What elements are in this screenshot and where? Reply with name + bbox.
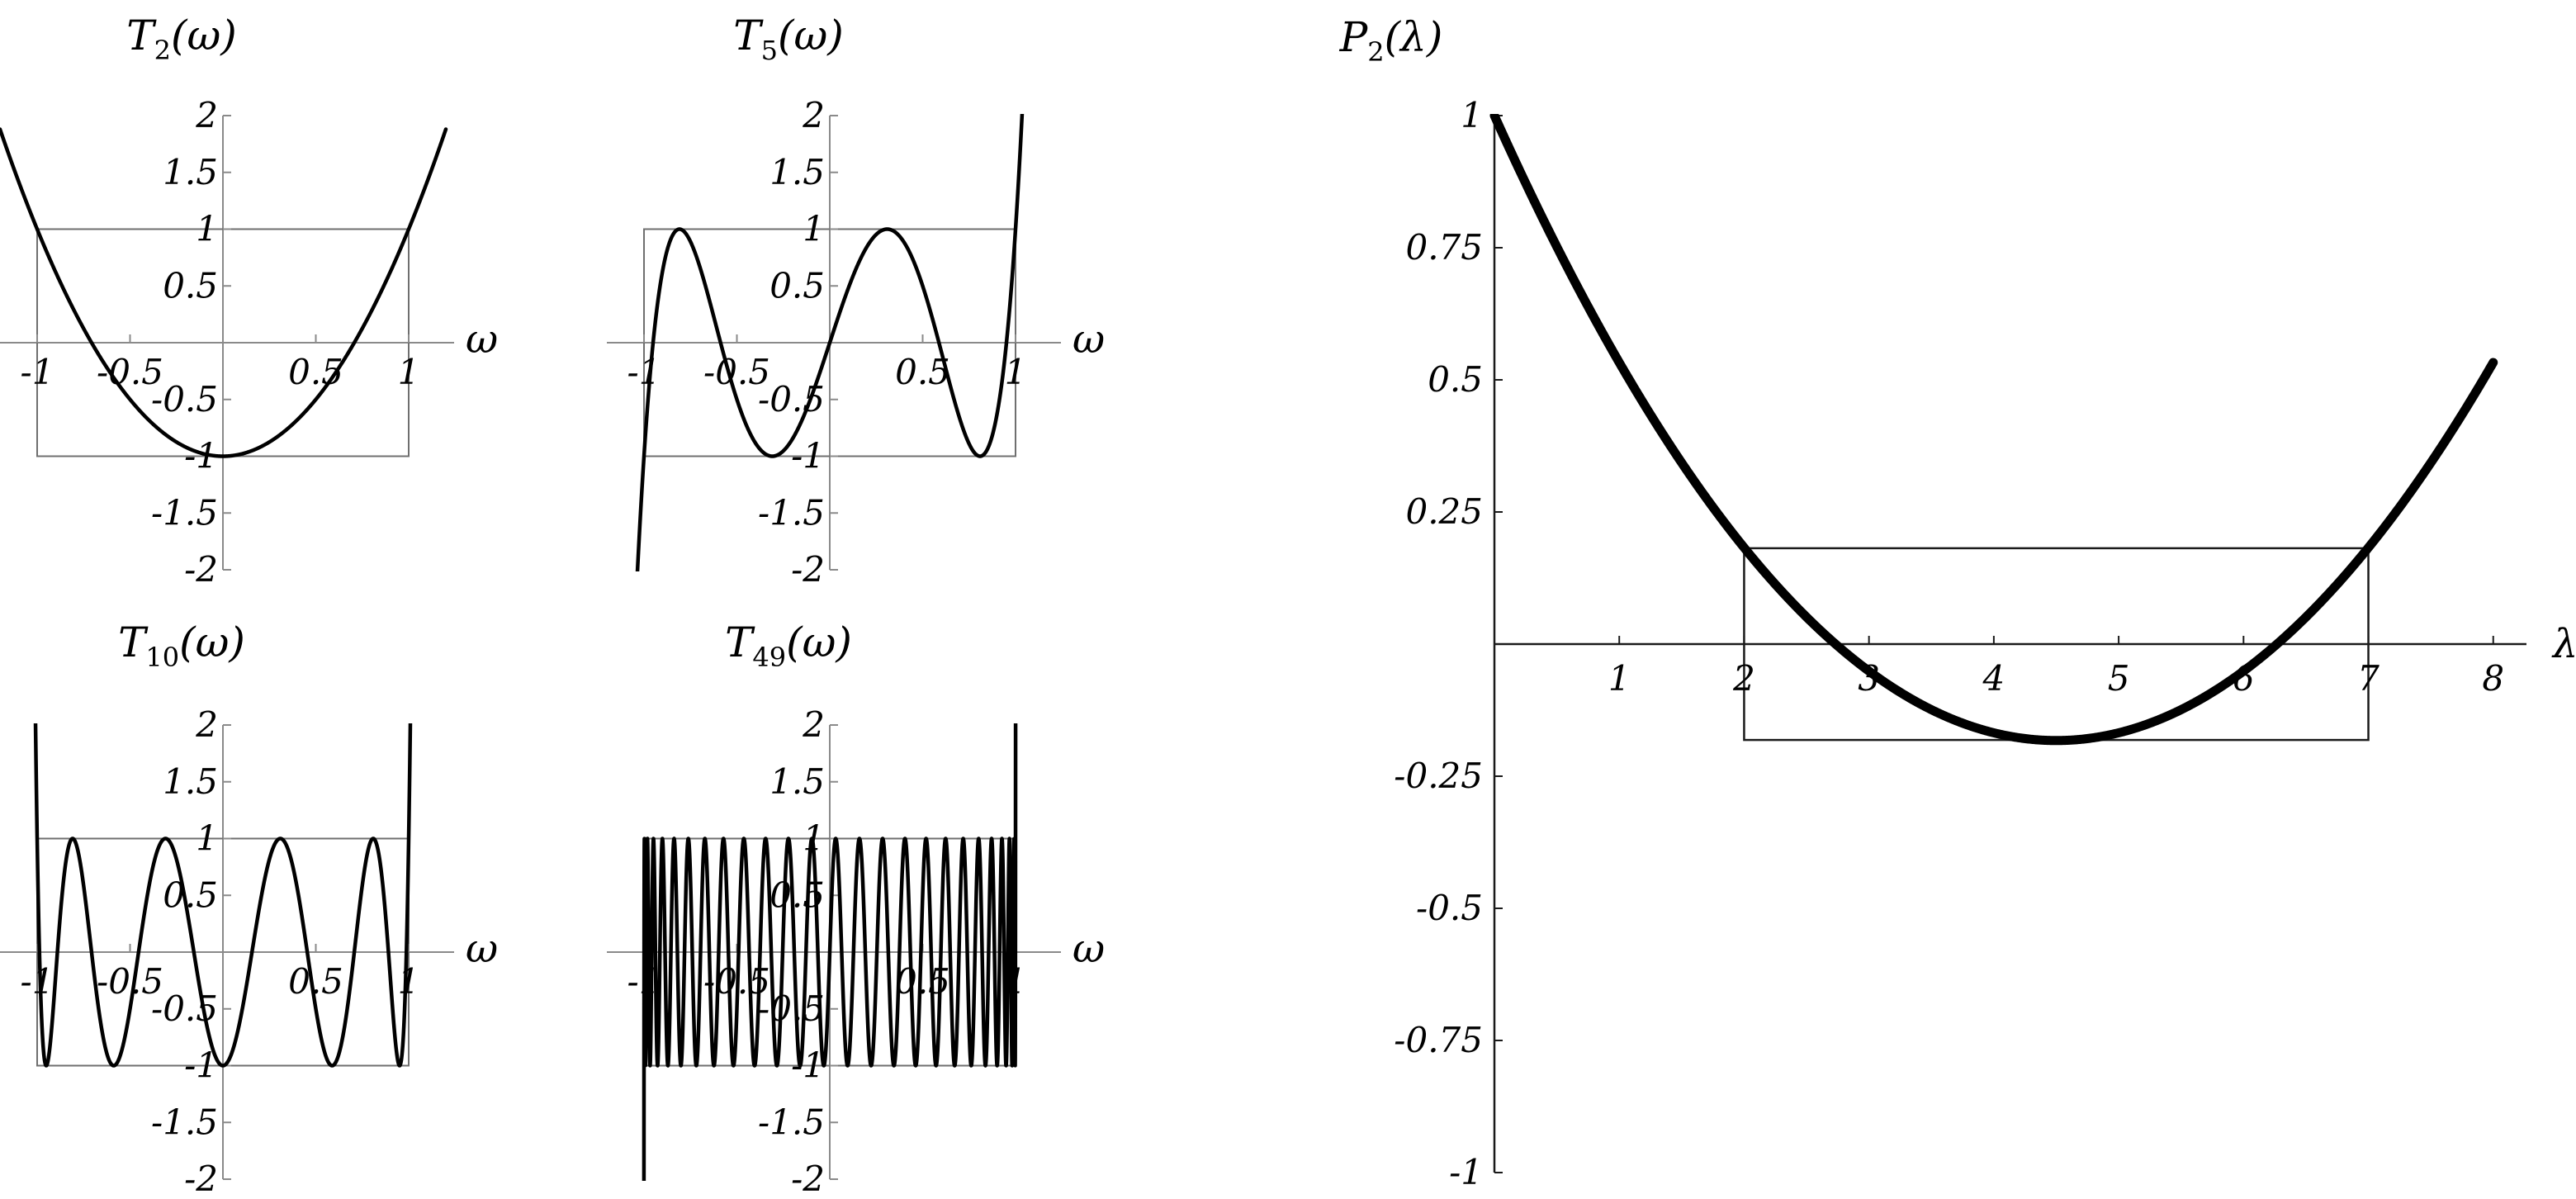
x-tick-label: 0.5 [895, 352, 950, 392]
chart-t5: T5(ω)-1 -0.5 0.5 121.510.5-0.5-1-1.5-2ω [607, 12, 1105, 590]
x-axis-label: ω [466, 316, 498, 363]
y-tick-label: 0.5 [769, 265, 825, 306]
x-tick-label: -1 [21, 961, 54, 1002]
y-tick-label: -1.5 [758, 492, 825, 533]
x-tick-label: 4 [1982, 658, 2005, 699]
x-tick-label: 0.5 [288, 961, 343, 1002]
y-tick-label: -2 [791, 549, 825, 590]
x-axis-label: λ [2551, 621, 2576, 667]
y-tick-label: -2 [184, 1159, 218, 1199]
y-tick-label: -0.5 [151, 379, 218, 419]
series-curve [0, 127, 448, 458]
x-tick-label: 8 [2482, 658, 2504, 699]
x-tick-label: 2 [1732, 658, 1755, 699]
y-tick-label: 1 [1461, 95, 1483, 135]
y-tick-label: -1.5 [151, 492, 218, 533]
series-curve [642, 723, 1018, 1181]
chart-t49: T49(ω)-1 -0.5 0.5 121.510.5-0.5-1-1.5-2ω [607, 618, 1105, 1199]
y-tick-label: -1 [791, 1045, 825, 1086]
y-tick-label: -1.5 [758, 1102, 825, 1142]
chart-t10: T10(ω)-1 -0.5 0.5 121.510.5-0.5-1-1.5-2ω [0, 618, 498, 1199]
x-tick-label: -1 [627, 352, 661, 392]
x-tick-label: -0.5 [97, 961, 163, 1002]
y-tick-label: 1 [803, 209, 825, 249]
x-axis-label: ω [1073, 316, 1105, 363]
y-tick-label: -0.5 [758, 988, 825, 1029]
x-tick-label: 1 [1005, 352, 1027, 392]
chart-title: P2(λ) [1339, 13, 1443, 68]
series-curve [635, 114, 1025, 571]
y-tick-label: 1.5 [163, 152, 218, 192]
series-curve [33, 723, 413, 1068]
x-axis-label: ω [1073, 926, 1105, 972]
y-tick-label: 0.5 [163, 265, 218, 306]
chart-t2: T2(ω)-1 -0.5 0.5 121.510.5-0.5-1-1.5-2ω [0, 12, 498, 590]
y-tick-label: 1.5 [769, 152, 825, 192]
chart-title: T10(ω) [118, 618, 245, 673]
y-tick-label: 0.25 [1405, 491, 1483, 532]
y-tick-label: 1.5 [163, 761, 218, 802]
y-tick-label: 2 [802, 95, 825, 135]
x-tick-label: 1 [1608, 658, 1631, 699]
y-tick-label: -2 [791, 1159, 825, 1199]
y-tick-label: 0.5 [163, 874, 218, 915]
chart-title: T5(ω) [733, 12, 844, 66]
y-tick-label: -0.5 [1416, 888, 1483, 928]
x-tick-label: -1 [21, 352, 54, 392]
y-tick-label: 0.75 [1405, 227, 1483, 268]
y-tick-label: -1 [791, 436, 825, 476]
chart-title: T49(ω) [725, 618, 852, 673]
x-axis-label: ω [466, 926, 498, 972]
x-tick-label: 1 [398, 352, 420, 392]
chart-title: T2(ω) [126, 12, 237, 66]
x-tick-label: 5 [2108, 658, 2130, 699]
y-tick-label: 1 [196, 818, 218, 859]
y-tick-label: 2 [802, 704, 825, 745]
x-tick-label: -0.5 [703, 352, 770, 392]
y-tick-label: -1 [1449, 1152, 1483, 1192]
y-tick-label: -2 [184, 549, 218, 590]
y-tick-label: -0.75 [1394, 1020, 1483, 1060]
y-tick-label: 1.5 [769, 761, 825, 802]
x-tick-label: 1 [398, 961, 420, 1002]
series-curve [1489, 114, 2498, 746]
x-tick-label: 7 [2357, 658, 2379, 699]
y-tick-label: 1 [196, 209, 218, 249]
chart-p2: P2(λ)1 2 3 4 5 6 7 810.750.50.25-0.25-0.5-0.75-… [1339, 13, 2576, 1192]
y-tick-label: -0.25 [1394, 756, 1483, 796]
y-tick-label: -1.5 [151, 1102, 218, 1142]
y-tick-label: 2 [195, 704, 218, 745]
y-tick-label: 0.5 [1428, 359, 1483, 400]
y-tick-label: 2 [195, 95, 218, 135]
